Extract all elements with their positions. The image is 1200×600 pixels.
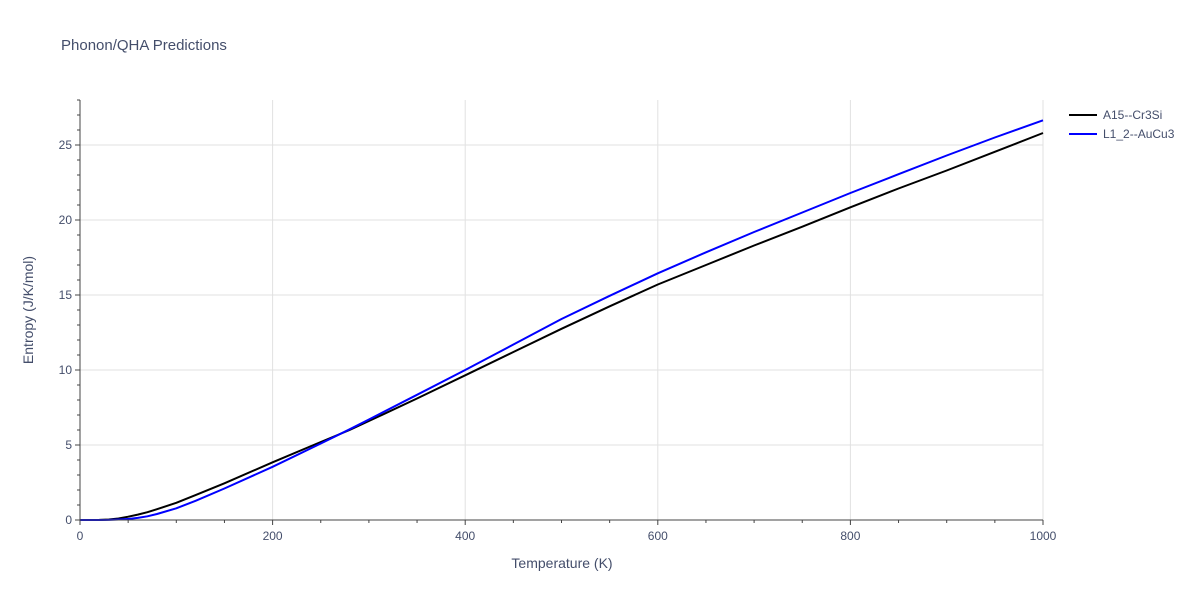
legend-item[interactable]: A15--Cr3Si bbox=[1069, 108, 1162, 122]
x-tick-label: 1000 bbox=[1030, 529, 1057, 543]
x-tick-label: 600 bbox=[648, 529, 668, 543]
legend-item[interactable]: L1_2--AuCu3 bbox=[1069, 127, 1175, 141]
legend-label: A15--Cr3Si bbox=[1103, 108, 1162, 122]
y-tick-label: 20 bbox=[59, 213, 73, 227]
x-axis-title: Temperature (K) bbox=[511, 555, 612, 571]
x-tick-label: 0 bbox=[77, 529, 84, 543]
y-axis-title: Entropy (J/K/mol) bbox=[20, 256, 36, 364]
y-tick-label: 15 bbox=[59, 288, 73, 302]
y-tick-label: 10 bbox=[59, 363, 73, 377]
legend[interactable]: A15--Cr3Si L1_2--AuCu3 bbox=[1069, 108, 1175, 141]
legend-label: L1_2--AuCu3 bbox=[1103, 127, 1175, 141]
x-axis-ticks: 0 200 400 600 800 1000 bbox=[77, 520, 1057, 543]
axes bbox=[79, 100, 1043, 521]
y-tick-label: 25 bbox=[59, 138, 73, 152]
y-axis-ticks: 0 5 10 15 20 25 bbox=[59, 99, 80, 527]
grid-lines bbox=[80, 100, 1044, 520]
y-tick-label: 0 bbox=[65, 513, 72, 527]
x-tick-label: 800 bbox=[840, 529, 860, 543]
series-layer bbox=[79, 119, 1044, 521]
series-line-1[interactable] bbox=[79, 132, 1044, 521]
x-tick-label: 200 bbox=[263, 529, 283, 543]
x-tick-label: 400 bbox=[455, 529, 475, 543]
series-line-2[interactable] bbox=[80, 119, 1044, 521]
y-tick-label: 5 bbox=[65, 438, 72, 452]
chart-title: Phonon/QHA Predictions bbox=[61, 37, 227, 54]
